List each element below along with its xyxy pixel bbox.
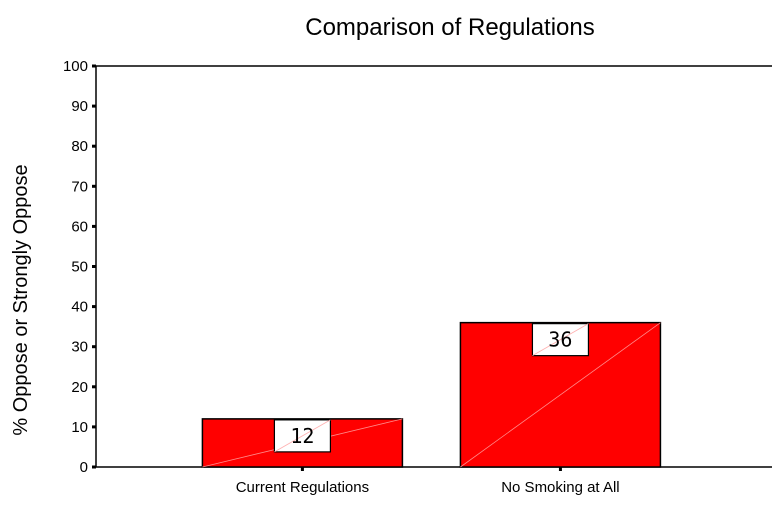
chart-title: Comparison of Regulations	[305, 14, 595, 41]
y-tick-label: 30	[71, 339, 88, 356]
y-tick-label: 90	[71, 98, 88, 115]
y-tick-label: 10	[71, 419, 88, 436]
x-category-label: No Smoking at All	[501, 479, 619, 496]
x-category-label: Current Regulations	[236, 479, 369, 496]
data-label-shading	[532, 323, 589, 356]
y-tick-label: 80	[71, 138, 88, 155]
y-tick-label: 60	[71, 218, 88, 235]
data-label: 36	[548, 328, 572, 352]
y-tick-label: 50	[71, 259, 88, 276]
y-tick-label: 70	[71, 178, 88, 195]
y-axis-label: % Oppose or Strongly Oppose	[10, 164, 32, 435]
y-tick-label: 20	[71, 379, 88, 396]
data-label-shading	[274, 419, 331, 453]
y-tick-label: 0	[80, 459, 88, 476]
plot-area: 0 10 20 30 40 50 60 70 80 90 100 Current Regulation…	[63, 58, 772, 496]
data-label: 12	[290, 424, 314, 448]
y-tick-label: 100	[63, 58, 88, 75]
y-tick-label: 40	[71, 299, 88, 316]
bar-diagonal-shading	[460, 322, 661, 468]
